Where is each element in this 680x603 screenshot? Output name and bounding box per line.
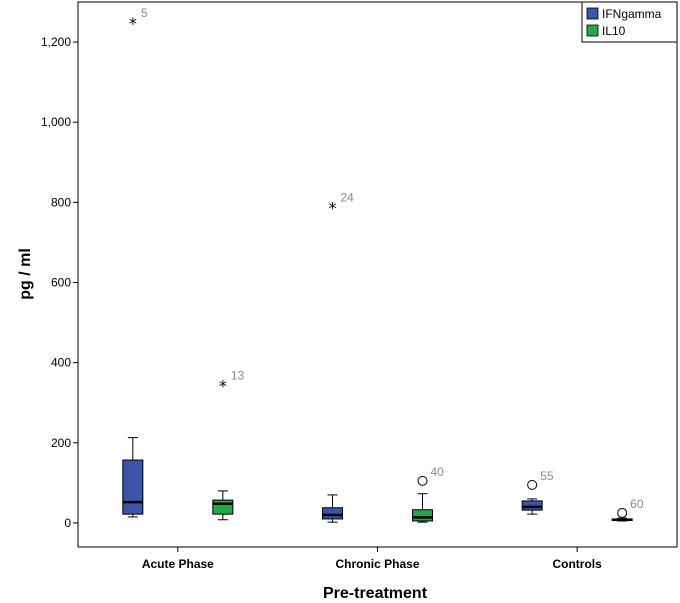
y-axis-title: pg / ml [17, 248, 34, 300]
outlier-star: * [129, 14, 137, 33]
outlier-label: 5 [141, 6, 148, 20]
box-il10 [611, 517, 633, 522]
outlier-circle [527, 479, 538, 490]
outlier-markers: * 5 * 24 55 * 13 40 60 [129, 6, 644, 518]
legend-swatch-il10 [586, 24, 599, 37]
box-ifngamma [122, 437, 144, 518]
outlier-label: 13 [231, 369, 245, 383]
legend: IFNgamma IL10 [581, 1, 678, 43]
outlier-star: * [329, 198, 337, 217]
y-tick-label: 400 [51, 356, 71, 370]
legend-swatch-ifngamma [586, 7, 599, 20]
y-tick-label: 800 [51, 195, 71, 209]
outlier-circle [617, 507, 628, 518]
outlier-star: * [219, 377, 227, 396]
y-tick-label: 200 [51, 436, 71, 450]
outlier-label: 40 [431, 465, 445, 479]
x-tick-label: Chronic Phase [335, 557, 419, 571]
box-iqr [212, 499, 234, 515]
outlier-label: 60 [630, 497, 644, 511]
box-iqr [412, 509, 433, 522]
box-il10 [412, 493, 433, 523]
outlier-label: 55 [540, 469, 554, 483]
box-ifngamma [322, 494, 343, 523]
y-tick-label: 1,200 [41, 35, 71, 49]
x-axis-title: Pre-treatment [323, 585, 428, 602]
legend-label-il10: IL10 [602, 24, 626, 38]
legend-label-ifngamma: IFNgamma [602, 7, 662, 21]
outlier-label: 24 [341, 190, 355, 204]
box-iqr [322, 507, 343, 520]
y-tick-label: 0 [64, 516, 71, 530]
y-tick-label: 600 [51, 276, 71, 290]
box-il10 [212, 490, 234, 521]
y-tick-label: 1,000 [41, 115, 71, 129]
x-tick-label: Controls [552, 557, 602, 571]
outlier-circle [417, 475, 428, 486]
box-iqr [122, 459, 144, 515]
box-series [122, 437, 633, 523]
y-axis: 0 200 400 600 800 1,000 1,200 [41, 35, 78, 530]
box-iqr [521, 500, 543, 511]
x-axis: Acute Phase Chronic Phase Controls [142, 547, 602, 571]
x-tick-label: Acute Phase [142, 557, 214, 571]
plot-frame [77, 1, 678, 548]
box-ifngamma [521, 498, 543, 515]
